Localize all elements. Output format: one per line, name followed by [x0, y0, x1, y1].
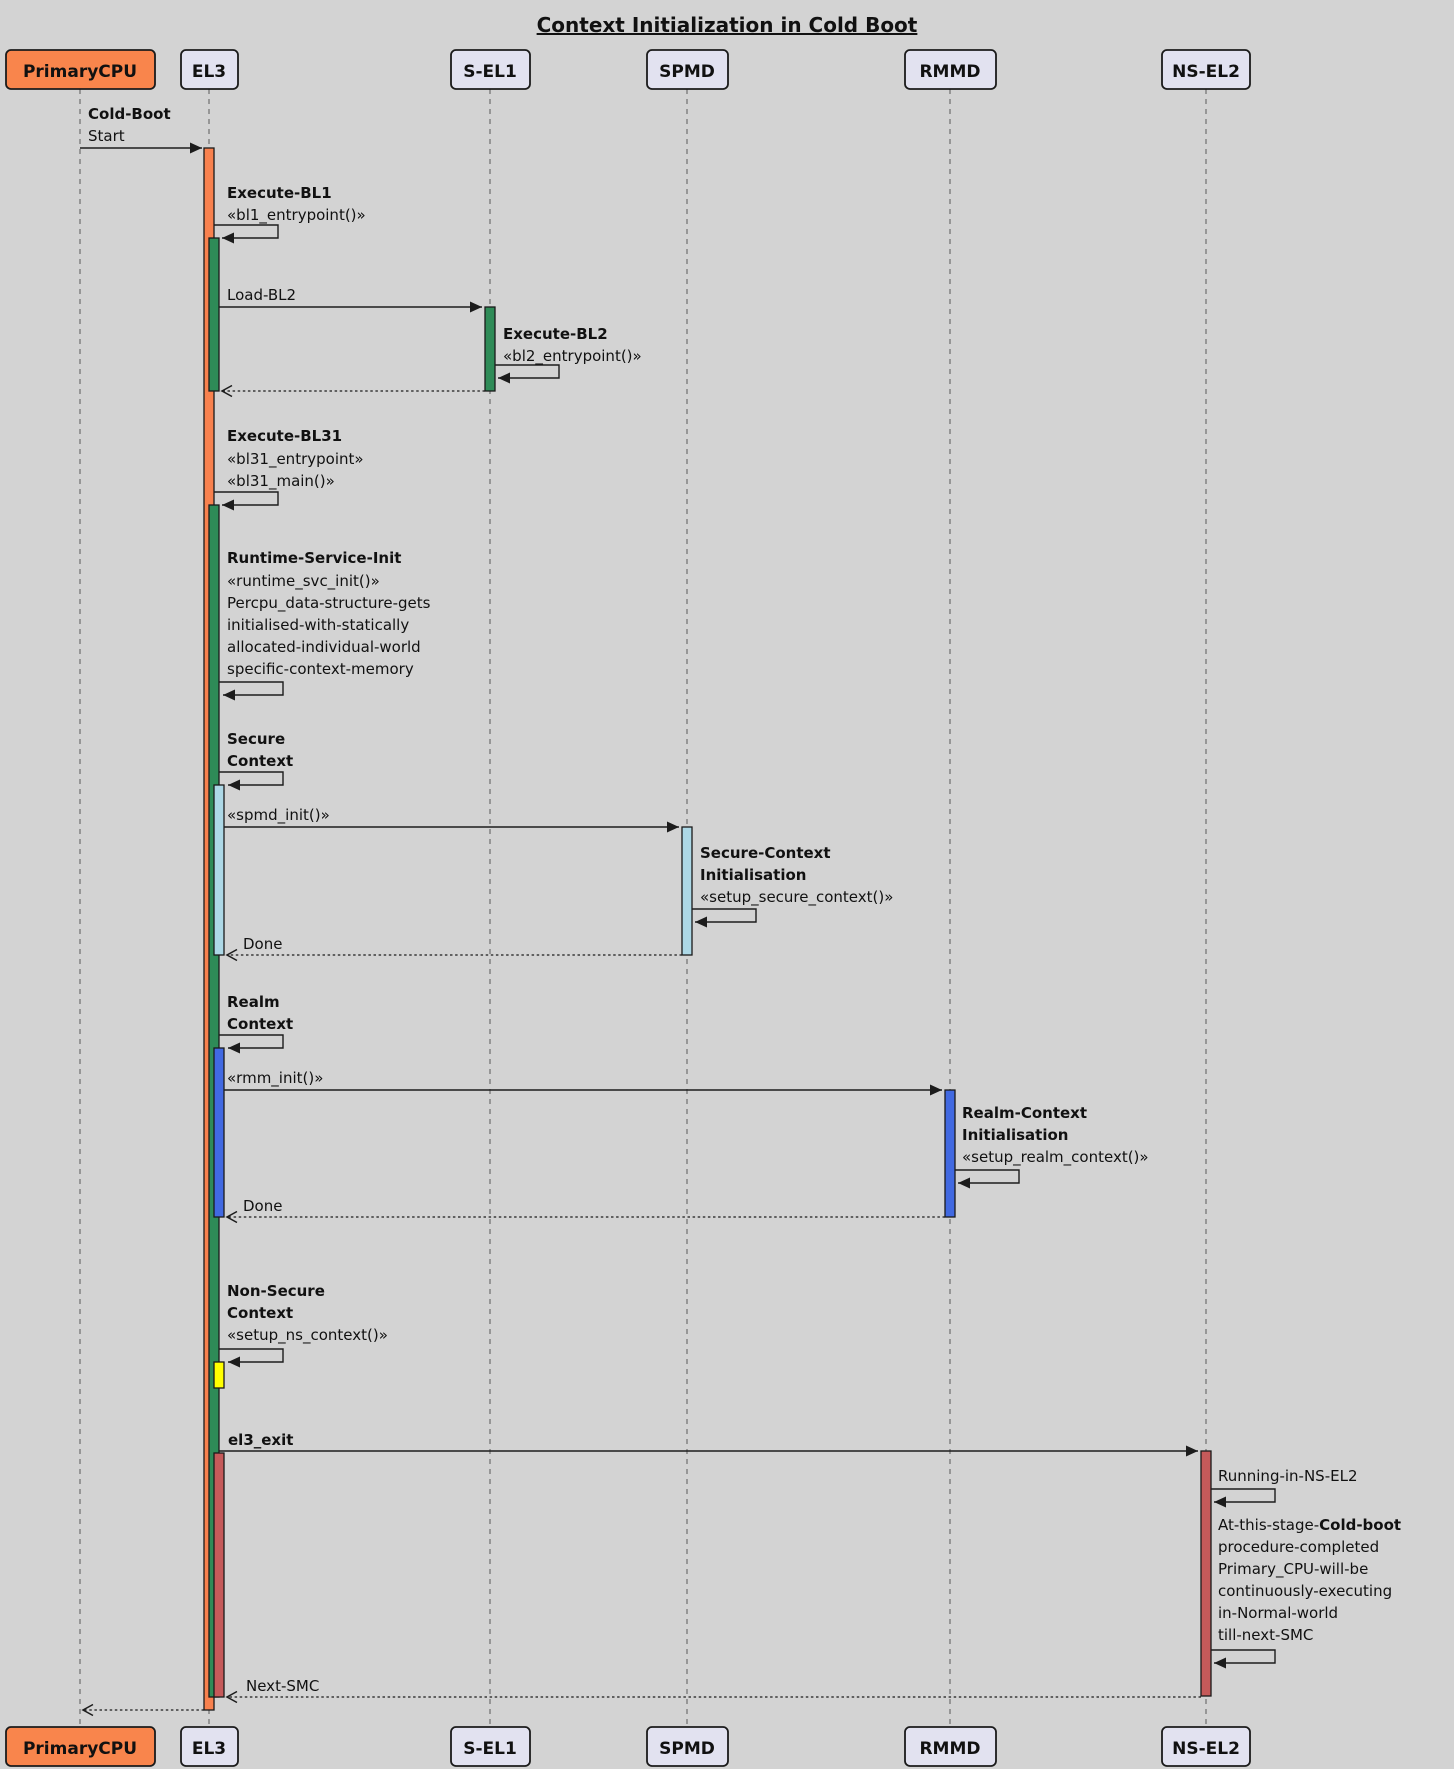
- label-done-secure: Done: [243, 935, 282, 953]
- label-setup-ns-context: «setup_ns_context()»: [227, 1326, 388, 1345]
- participant-box-primarycpu-bottom: [5, 1726, 156, 1767]
- label-running-ns-el2: Running-in-NS-EL2: [1218, 1467, 1358, 1485]
- label-setup-realm-context: «setup_realm_context()»: [962, 1148, 1149, 1167]
- diagram-title: Context Initialization in Cold Boot: [537, 13, 918, 37]
- participants-top: PrimaryCPU EL3 S-EL1 SPMD RMMD NS-EL2: [5, 49, 1251, 90]
- label-ns-note-line3: Primary_CPU-will-be: [1218, 1560, 1368, 1579]
- participant-box-el3-top: [180, 49, 239, 90]
- activation-el3-lightblue: [213, 784, 225, 956]
- self-arrow-secure-context-init: [692, 908, 757, 928]
- label-setup-secure-context: «setup_secure_context()»: [700, 888, 893, 907]
- participant-label-s-el1-bottom: S-EL1: [463, 1739, 517, 1759]
- activation-spmd-lightblue: [681, 826, 693, 956]
- participant-label-ns-el2-bottom: NS-EL2: [1172, 1739, 1240, 1759]
- label-runtime-service-init: Runtime-Service-Init: [227, 549, 401, 567]
- participant-box-rmmd-bottom: [904, 1726, 997, 1767]
- label-cold-boot: Cold-Boot: [88, 105, 171, 123]
- participant-label-s-el1-top: S-EL1: [463, 62, 517, 82]
- participant-label-primarycpu-top: PrimaryCPU: [23, 62, 137, 82]
- label-spmd-init: «spmd_init()»: [227, 806, 330, 825]
- activation-el3-green-bl1: [208, 237, 220, 392]
- label-non-secure-context: Context: [227, 1304, 293, 1322]
- participant-box-spmd-bottom: [646, 1726, 729, 1767]
- label-percpu-line4: specific-context-memory: [227, 660, 414, 678]
- participant-label-ns-el2-top: NS-EL2: [1172, 62, 1240, 82]
- participant-label-rmmd-top: RMMD: [919, 62, 980, 82]
- label-realm-context: Context: [227, 1015, 293, 1033]
- activation-el3-red: [213, 1452, 225, 1698]
- participant-label-spmd-bottom: SPMD: [659, 1739, 715, 1759]
- label-percpu-line2: initialised-with-statically: [227, 616, 409, 634]
- label-execute-bl2: Execute-BL2: [503, 325, 608, 343]
- label-ns-note-line6: till-next-SMC: [1218, 1626, 1313, 1644]
- label-realm-context-init-1: Realm-Context: [962, 1104, 1087, 1122]
- label-ns-note-line1-normal: At-this-stage-: [1218, 1516, 1319, 1534]
- label-bl1-entrypoint: «bl1_entrypoint()»: [227, 206, 366, 225]
- activation-rmmd-blue: [944, 1089, 956, 1218]
- participant-label-primarycpu-bottom: PrimaryCPU: [23, 1739, 137, 1759]
- label-realm: Realm: [227, 993, 280, 1011]
- label-done-realm: Done: [243, 1197, 282, 1215]
- label-ns-note-line2: procedure-completed: [1218, 1538, 1379, 1556]
- label-realm-context-init-2: Initialisation: [962, 1126, 1068, 1144]
- label-ns-note-line1: At-this-stage-Cold-boot: [1218, 1516, 1401, 1534]
- activation-ns-el2-red: [1200, 1450, 1212, 1697]
- label-ns-note-line4: continuously-executing: [1218, 1582, 1392, 1600]
- participant-box-spmd-top: [646, 49, 729, 90]
- label-load-bl2: Load-BL2: [227, 286, 296, 304]
- self-arrow-execute-bl31: [214, 491, 279, 511]
- label-bl31-entrypoint: «bl31_entrypoint»: [227, 450, 364, 469]
- self-arrow-execute-bl1: [214, 224, 279, 244]
- self-arrow-realm-context-init: [955, 1169, 1020, 1189]
- label-secure-context: Context: [227, 752, 293, 770]
- label-bl31-main: «bl31_main()»: [227, 472, 335, 491]
- participant-box-ns-el2-bottom: [1161, 1726, 1251, 1767]
- self-arrow-running-ns-el2: [1211, 1488, 1276, 1508]
- activation-el3-blue: [213, 1047, 225, 1218]
- self-arrow-runtime-service-init: [219, 681, 284, 701]
- label-ns-note-line1-bold: Cold-boot: [1319, 1516, 1401, 1534]
- participant-label-spmd-top: SPMD: [659, 62, 715, 82]
- label-non-secure: Non-Secure: [227, 1282, 325, 1300]
- label-bl2-entrypoint: «bl2_entrypoint()»: [503, 347, 642, 366]
- participant-label-el3-top: EL3: [192, 62, 226, 82]
- self-arrow-secure-context: [219, 771, 284, 791]
- label-execute-bl1: Execute-BL1: [227, 184, 332, 202]
- label-execute-bl31: Execute-BL31: [227, 427, 342, 445]
- participant-box-s-el1-top: [450, 49, 531, 90]
- participants-bottom: PrimaryCPU EL3 S-EL1 SPMD RMMD NS-EL2: [5, 1726, 1251, 1767]
- label-secure-context-init-2: Initialisation: [700, 866, 806, 884]
- label-rmm-init: «rmm_init()»: [227, 1069, 323, 1088]
- participant-box-s-el1-bottom: [450, 1726, 531, 1767]
- activation-el3-yellow: [213, 1361, 225, 1389]
- label-runtime-svc-init: «runtime_svc_init()»: [227, 572, 380, 591]
- self-arrow-ns-note: [1211, 1649, 1276, 1669]
- self-arrow-execute-bl2: [495, 364, 560, 384]
- label-ns-note-line5: in-Normal-world: [1218, 1604, 1338, 1622]
- participant-box-el3-bottom: [180, 1726, 239, 1767]
- label-percpu-line3: allocated-individual-world: [227, 638, 421, 656]
- label-percpu-line1: Percpu_data-structure-gets: [227, 594, 431, 613]
- participant-label-rmmd-bottom: RMMD: [919, 1739, 980, 1759]
- self-arrow-ns-context: [219, 1348, 284, 1368]
- activation-bars: [203, 147, 1212, 1711]
- label-el3-exit: el3_exit: [228, 1431, 293, 1449]
- label-next-smc: Next-SMC: [246, 1677, 319, 1695]
- label-secure: Secure: [227, 730, 285, 748]
- participant-box-ns-el2-top: [1161, 49, 1251, 90]
- participant-box-rmmd-top: [904, 49, 997, 90]
- participant-label-el3-bottom: EL3: [192, 1739, 226, 1759]
- self-arrow-realm-context: [219, 1034, 284, 1054]
- participant-box-primarycpu-top: [5, 49, 156, 90]
- label-secure-context-init-1: Secure-Context: [700, 844, 831, 862]
- activation-s-el1-green: [484, 306, 496, 392]
- label-cold-boot-start: Start: [88, 127, 125, 145]
